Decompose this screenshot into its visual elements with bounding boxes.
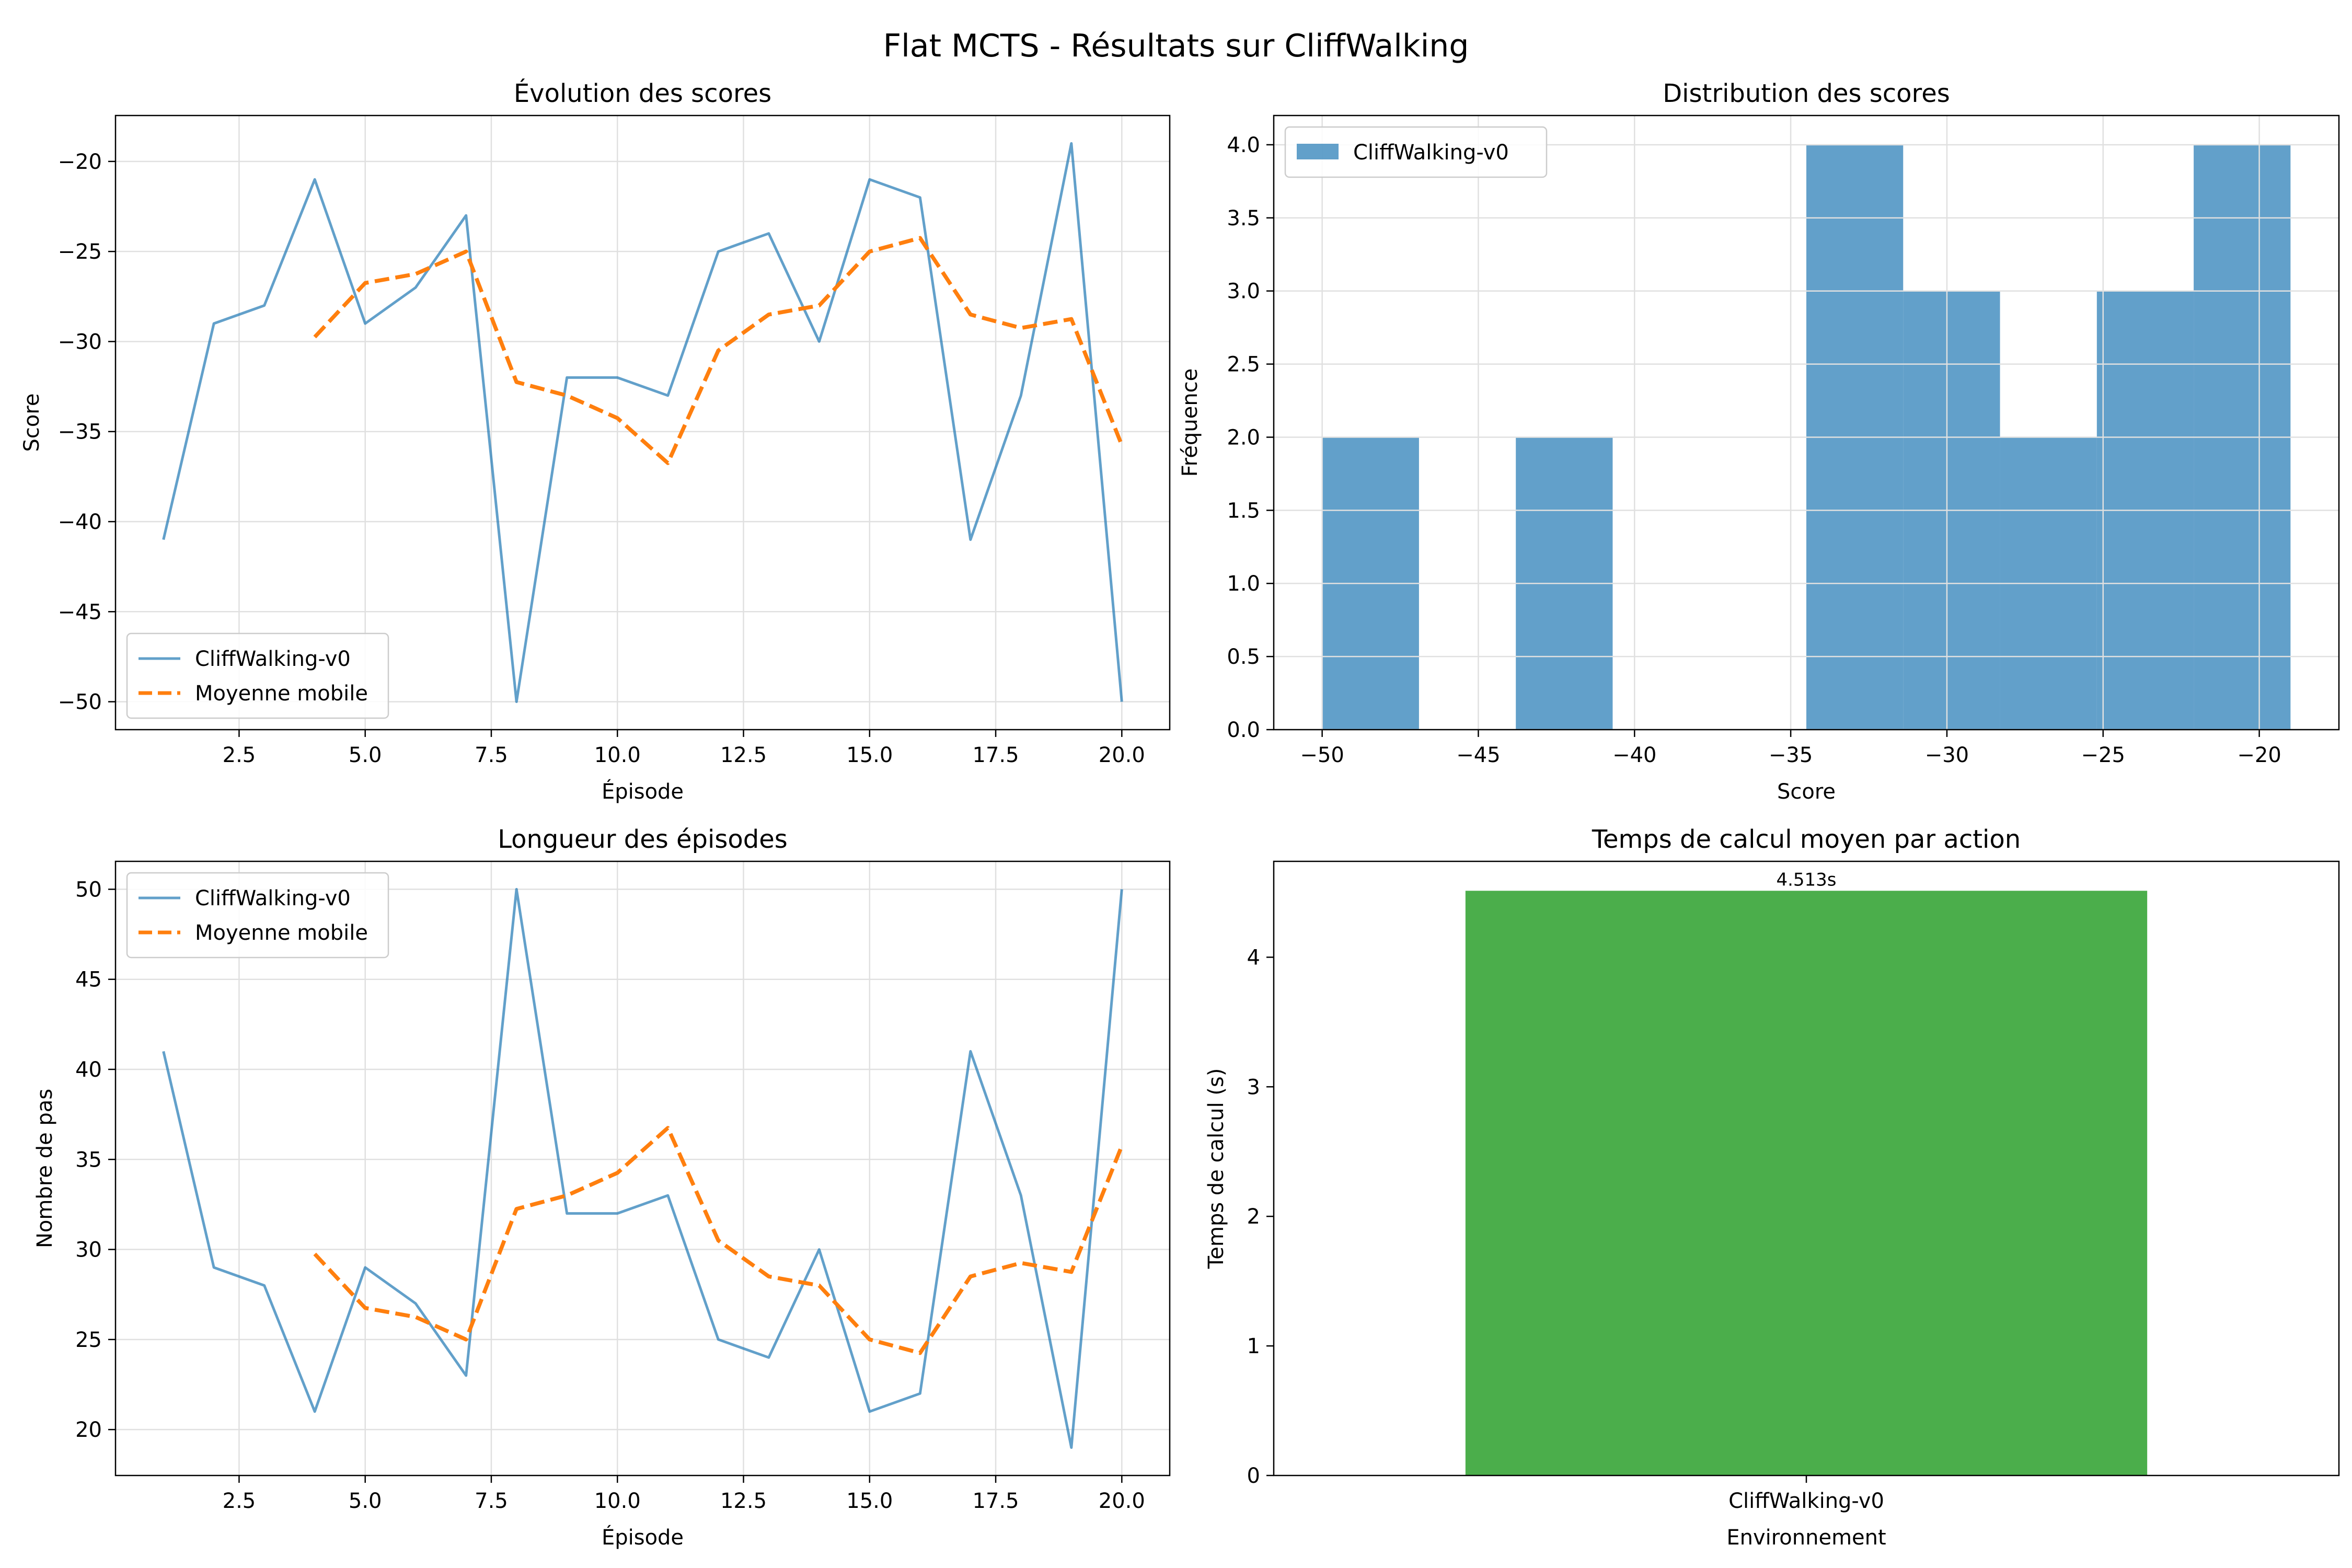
y-tick-label: 1 xyxy=(1247,1334,1260,1358)
x-axis-label: Environnement xyxy=(1726,1526,1886,1550)
x-tick-label: 15.0 xyxy=(846,743,893,767)
x-tick-label: 10.0 xyxy=(594,743,641,767)
y-tick-label: −25 xyxy=(58,240,102,264)
legend-label: CliffWalking-v0 xyxy=(1353,141,1509,165)
x-axis-label: Épisode xyxy=(602,779,684,804)
episode-length-panel: 2.5 5.0 7.5 10.0 12.5 15.0 17.5 20.0 20 25 30 35 40 4… xyxy=(33,825,1171,1550)
x-tick-label: 15.0 xyxy=(846,1489,893,1513)
moving-average-line xyxy=(313,1126,1124,1355)
x-tick-label: 17.5 xyxy=(973,743,1019,767)
axes-title: Évolution des scores xyxy=(514,78,771,108)
x-tick-label: 7.5 xyxy=(475,1489,508,1513)
y-tick-label: −40 xyxy=(58,510,102,534)
legend-label: CliffWalking-v0 xyxy=(195,886,351,910)
x-axis-label: Score xyxy=(1777,780,1836,804)
x-tick-label: −25 xyxy=(2081,743,2125,767)
y-tick-label: 2 xyxy=(1247,1205,1260,1229)
x-tick-label: 5.0 xyxy=(349,1489,382,1513)
y-tick-label: 40 xyxy=(75,1058,102,1082)
x-tick-label: −50 xyxy=(1300,743,1344,767)
x-tick-label: 2.5 xyxy=(223,743,256,767)
x-tick-label: 5.0 xyxy=(349,743,382,767)
y-tick-label: 50 xyxy=(75,878,102,902)
score-series-line xyxy=(162,142,1123,704)
x-axis-label: Épisode xyxy=(602,1525,684,1550)
axes-title: Distribution des scores xyxy=(1663,79,1950,108)
legend-label: Moyenne mobile xyxy=(195,682,368,706)
x-tick-label: −45 xyxy=(1456,743,1500,767)
score-evolution-panel: 2.5 5.0 7.5 10.0 12.5 15.0 17.5 20.0 −50 −45 −40 −3… xyxy=(20,78,1171,804)
x-tick-label: −20 xyxy=(2237,743,2281,767)
y-tick-label: −35 xyxy=(58,420,102,444)
axes-title: Longueur des épisodes xyxy=(498,825,788,854)
y-tick-label: 1.5 xyxy=(1227,499,1260,523)
y-tick-label: 2.0 xyxy=(1227,425,1260,449)
y-tick-label: 0.5 xyxy=(1227,645,1260,669)
legend-label: Moyenne mobile xyxy=(195,921,368,945)
y-tick-label: 1.0 xyxy=(1227,572,1260,596)
score-distribution-panel: −50 −45 −40 −35 −30 −25 −20 0.0 0.5 1.0 1.5 2.0 2.5 3… xyxy=(1178,79,2340,804)
y-tick-label: 45 xyxy=(75,968,102,992)
y-tick-label: 3.5 xyxy=(1227,206,1260,230)
legend-swatch xyxy=(1297,144,1339,159)
compute-time-panel: 4.513s CliffWalking-v0 0 1 2 3 4 Temps de calcu… xyxy=(1204,825,2340,1550)
legend-box xyxy=(126,872,389,959)
y-tick-label: −20 xyxy=(58,150,102,174)
y-axis-label: Fréquence xyxy=(1178,368,1202,477)
axes-frame xyxy=(1273,114,2340,731)
x-tick-label: 12.5 xyxy=(720,1489,767,1513)
x-tick-label: 20.0 xyxy=(1099,743,1145,767)
y-tick-label: −50 xyxy=(58,690,102,714)
y-tick-label: 4.0 xyxy=(1227,133,1260,157)
axes-frame xyxy=(114,860,1171,1477)
x-tick-label: −35 xyxy=(1769,743,1813,767)
y-tick-label: 4 xyxy=(1247,946,1260,970)
legend-label: CliffWalking-v0 xyxy=(195,647,351,671)
y-tick-label: 0.0 xyxy=(1227,718,1260,742)
y-tick-label: 3.0 xyxy=(1227,280,1260,304)
legend-box xyxy=(1284,126,1548,178)
bar-value-label: 4.513s xyxy=(1776,869,1836,890)
x-tick-label: 2.5 xyxy=(223,1489,256,1513)
y-tick-label: −30 xyxy=(58,330,102,354)
x-tick-label: CliffWalking-v0 xyxy=(1728,1489,1884,1513)
y-axis-label: Temps de calcul (s) xyxy=(1204,1068,1228,1270)
x-tick-label: 10.0 xyxy=(594,1489,641,1513)
legend-box xyxy=(126,632,389,719)
y-axis-label: Nombre de pas xyxy=(33,1089,57,1248)
compute-time-bar xyxy=(1465,891,2148,1475)
x-tick-label: 17.5 xyxy=(973,1489,1019,1513)
x-tick-label: 12.5 xyxy=(720,743,767,767)
y-tick-label: 30 xyxy=(75,1238,102,1262)
x-tick-label: 7.5 xyxy=(475,743,508,767)
y-tick-label: 25 xyxy=(75,1328,102,1352)
score-series-line xyxy=(162,887,1123,1449)
y-tick-label: 0 xyxy=(1247,1464,1260,1488)
figure-title: Flat MCTS - Résultats sur CliffWalking xyxy=(883,28,1469,64)
x-tick-label: 20.0 xyxy=(1099,1489,1145,1513)
y-tick-label: −45 xyxy=(58,600,102,624)
axes-title: Temps de calcul moyen par action xyxy=(1592,825,2021,854)
x-tick-label: −30 xyxy=(1925,743,1969,767)
y-tick-label: 3 xyxy=(1247,1075,1260,1099)
y-tick-label: 35 xyxy=(75,1148,102,1172)
y-axis-label: Score xyxy=(20,393,44,452)
axes-frame xyxy=(114,114,1171,731)
y-tick-label: 20 xyxy=(75,1418,102,1442)
y-tick-label: 2.5 xyxy=(1227,353,1260,377)
x-tick-label: −40 xyxy=(1612,743,1656,767)
moving-average-line xyxy=(313,236,1124,465)
axes-frame xyxy=(1273,860,2340,1477)
